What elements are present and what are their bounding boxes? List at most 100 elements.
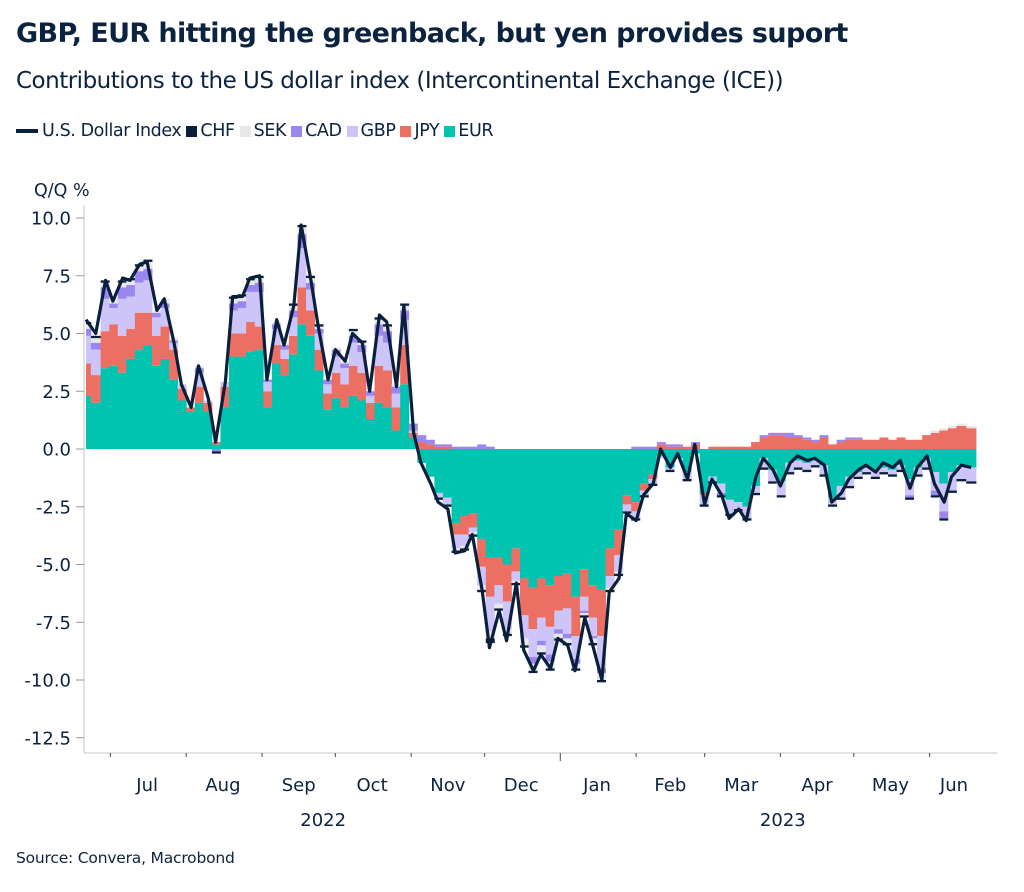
bar-jpy <box>896 437 906 449</box>
bar-gbp <box>845 476 855 486</box>
bar-cad <box>665 444 675 447</box>
bar-gbp <box>588 617 598 637</box>
bar-cad <box>776 432 786 436</box>
bar-gbp <box>90 349 102 376</box>
bar-jpy <box>288 335 298 355</box>
bar-chf <box>947 490 957 493</box>
bar-jpy <box>870 439 880 449</box>
legend-item-sek[interactable]: SEK <box>239 121 286 141</box>
bar-eur <box>665 449 675 468</box>
bar-jpy <box>725 446 735 449</box>
bar-eur <box>802 449 812 463</box>
bar-chf <box>665 469 675 473</box>
bar-jpy <box>143 312 153 346</box>
bar-eur <box>460 449 470 516</box>
bar-eur <box>622 449 632 496</box>
bar-eur <box>203 412 213 449</box>
bar-eur <box>887 449 897 470</box>
bar-jpy <box>742 446 752 449</box>
bar-jpy <box>203 402 213 413</box>
bar-cad <box>460 446 470 449</box>
bar-jpy <box>263 391 273 408</box>
y-tick-label: -2.5 <box>36 497 71 518</box>
bar-cad <box>905 495 915 498</box>
bar-chf <box>896 469 906 473</box>
bar-chf <box>348 328 358 332</box>
bar-sek <box>947 425 957 429</box>
bar-jpy <box>134 312 144 350</box>
bar-chf <box>768 481 778 484</box>
bar-jpy <box>237 333 247 357</box>
bar-eur <box>768 449 778 470</box>
bar-jpy <box>417 442 427 449</box>
bar-eur <box>417 449 427 463</box>
bar-eur <box>966 449 977 468</box>
bar-jpy <box>220 386 230 408</box>
bar-gbp <box>502 601 512 630</box>
bar-gbp <box>468 527 478 533</box>
bar-jpy <box>520 578 529 616</box>
bar-eur <box>160 358 170 449</box>
bar-jpy <box>442 446 452 449</box>
bar-jpy <box>716 446 726 449</box>
bar-eur <box>614 449 624 530</box>
bar-cad <box>656 442 666 445</box>
bar-eur <box>828 449 838 498</box>
legend-label: U.S. Dollar Index <box>42 121 182 141</box>
legend-item-eur[interactable]: EUR <box>444 121 494 141</box>
bar-sek <box>237 296 247 302</box>
bar-jpy <box>323 393 333 410</box>
bar-gbp <box>477 566 487 586</box>
bar-jpy <box>597 589 606 637</box>
bar-gbp <box>331 356 341 373</box>
bar-gbp <box>879 467 889 473</box>
bar-eur <box>870 449 880 470</box>
bar-eur <box>639 449 649 484</box>
legend-item-cad[interactable]: CAD <box>291 121 342 141</box>
bar-cad <box>836 439 846 443</box>
bar-eur <box>751 449 761 486</box>
bar-gbp <box>237 308 247 334</box>
bar-eur <box>90 402 102 449</box>
x-tick-label: Jul <box>135 775 158 796</box>
bar-chf <box>759 467 769 470</box>
bar-jpy <box>751 442 761 449</box>
bar-jpy <box>254 326 264 350</box>
bar-cad <box>554 629 564 634</box>
bar-gbp <box>442 497 452 505</box>
bar-gbp <box>656 455 666 459</box>
bar-cad <box>674 444 683 447</box>
bar-gbp <box>622 504 632 512</box>
bar-eur <box>177 400 187 449</box>
bar-gbp <box>383 342 393 371</box>
bar-sek <box>562 638 572 644</box>
bar-gbp <box>451 534 461 549</box>
bar-cad <box>442 444 452 447</box>
bar-gbp <box>271 328 281 346</box>
y-tick-label: 2.5 <box>42 382 71 403</box>
bar-eur <box>86 395 92 449</box>
bar-eur <box>451 449 461 523</box>
legend-item-jpy[interactable]: JPY <box>400 121 440 141</box>
bar-eur <box>725 449 735 500</box>
bar-eur <box>605 449 615 549</box>
bar-gbp <box>605 576 615 588</box>
bar-chf <box>966 481 977 484</box>
bar-chf <box>90 335 102 339</box>
bar-jpy <box>169 349 179 380</box>
bar-cad <box>348 335 358 343</box>
bar-gbp <box>246 291 256 322</box>
usd-index-line <box>84 223 972 682</box>
legend-item-gbp[interactable]: GBP <box>346 121 396 141</box>
bar-gbp <box>288 317 298 336</box>
bar-jpy <box>887 439 897 449</box>
legend-item-chf[interactable]: CHF <box>186 121 235 141</box>
x-tick-label: Oct <box>357 775 388 796</box>
bar-jpy <box>271 345 281 364</box>
legend-item-usd-index[interactable]: U.S. Dollar Index <box>16 121 182 141</box>
bar-gbp <box>126 296 136 329</box>
bar-chf <box>725 513 735 516</box>
bar-jpy <box>391 407 401 431</box>
bar-gbp <box>152 317 161 336</box>
bar-chf <box>211 451 221 454</box>
